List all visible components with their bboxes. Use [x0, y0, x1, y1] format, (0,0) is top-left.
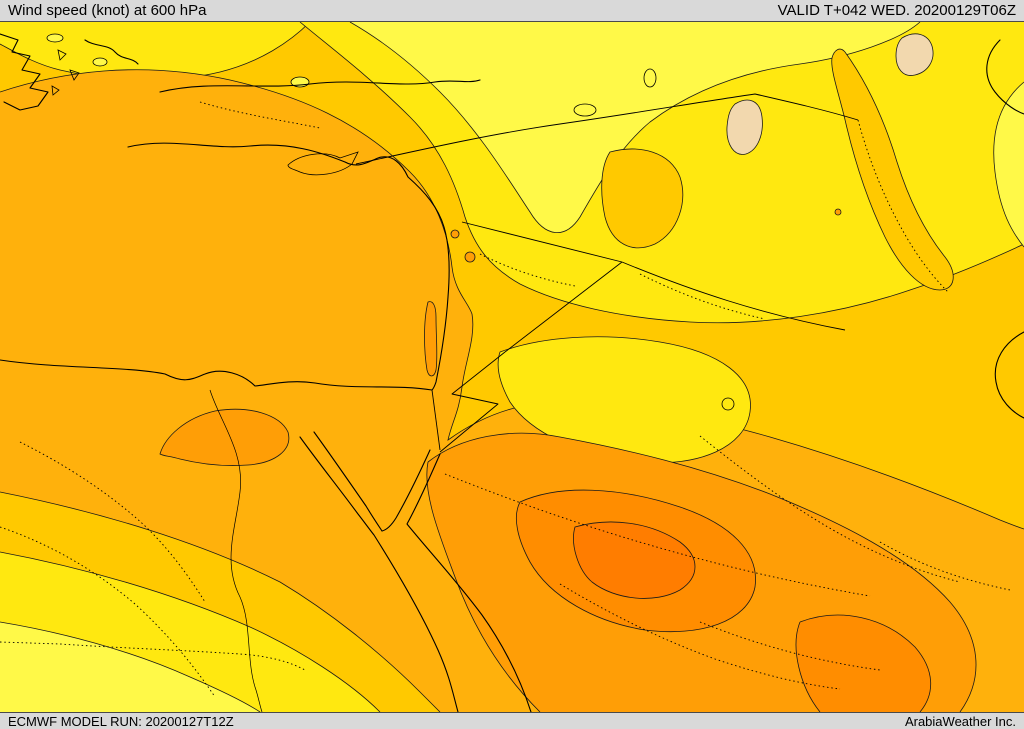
contour-dot-zagros	[834, 208, 842, 216]
contour-dot-levant-2	[464, 251, 476, 263]
contour-fills	[0, 22, 1024, 712]
coastline-bosphorus	[84, 39, 139, 65]
island-cyprus	[287, 151, 359, 176]
lake-1	[46, 33, 64, 43]
contour-line-orange-main	[0, 69, 1024, 530]
coastline-redsea-arabian	[406, 453, 532, 712]
island-aegean-3	[51, 85, 60, 96]
lake-2	[92, 57, 108, 67]
page-title: Wind speed (knot) at 600 hPa	[8, 2, 207, 19]
coastline-sinai-west	[313, 431, 383, 532]
border-iraq-saudi-east	[621, 261, 846, 331]
coastline-aegean	[0, 33, 49, 111]
contour-line-bright-top	[349, 22, 921, 234]
dotted-border-turkey	[199, 101, 321, 129]
coastline-blacksea	[159, 79, 481, 93]
lake-van	[573, 103, 597, 117]
coastline-redsea-african	[299, 436, 459, 712]
dotted-border-egypt-sudan	[0, 641, 306, 671]
coastlines	[0, 33, 1024, 712]
contour-fill-yellow-topleft	[0, 22, 310, 81]
dotted-border-saudi-2	[699, 435, 961, 583]
contour-line-bright-right	[993, 81, 1024, 248]
contour-fill-gold-blob	[601, 148, 684, 249]
valid-time-label: VALID T+042 WED. 20200129T06Z	[777, 2, 1016, 19]
contour-line-deep-orange-saudi	[426, 432, 977, 712]
model-run-label: ECMWF MODEL RUN: 20200127T12Z	[8, 713, 234, 729]
weather-map-canvas	[0, 22, 1024, 712]
contour-fill-deeper-orange-lobe	[796, 615, 931, 712]
contour-line-gold-southwest	[0, 491, 441, 712]
contour-fill-deepest-orange-core	[573, 521, 696, 599]
border-egypt-israel	[431, 389, 441, 451]
contour-line-bright-southwest	[0, 621, 261, 712]
island-aegean-1	[57, 49, 67, 61]
border-turkey-syria-iraq	[355, 93, 859, 165]
coastline-persian-gulf	[994, 331, 1024, 419]
header-bar: Wind speed (knot) at 600 hPa VALID T+042…	[0, 0, 1024, 22]
contour-fill-beige-patch-1	[726, 99, 763, 155]
contour-fill-bright-top	[350, 22, 920, 233]
dotted-border-saudi-3	[559, 583, 841, 690]
coastline-caspian	[986, 39, 1024, 115]
admin-borders-dotted	[0, 101, 1011, 698]
lake-urmia	[643, 68, 657, 88]
contour-fill-yellow-tongue	[497, 336, 751, 464]
contour-ring-nsaudi	[721, 397, 735, 411]
dotted-border-saudi-5	[699, 621, 881, 671]
contour-line-deeper-orange-lobe	[795, 614, 932, 712]
dotted-border-egypt-2	[0, 526, 216, 698]
dotted-border-egypt-1	[19, 441, 206, 603]
coastline-mediterranean-levant	[127, 142, 450, 391]
border-iraq-saudi-west	[504, 261, 623, 353]
weather-map-container	[0, 22, 1024, 712]
contour-line-yellow-southwest	[0, 551, 381, 712]
contour-fill-gold-crescent	[831, 48, 954, 291]
contour-dot-levant-1	[450, 229, 460, 239]
island-aegean-2	[69, 69, 80, 81]
contour-fill-jordan-valley	[424, 301, 438, 377]
river-nile	[209, 389, 263, 712]
lakes	[46, 33, 657, 117]
coastline-egypt	[0, 359, 433, 391]
brand-label: ArabiaWeather Inc.	[904, 713, 1016, 729]
contour-fill-beige-patch-2	[895, 33, 934, 76]
contour-line-yellow-northeast	[299, 22, 1024, 324]
contour-fill-bright-right	[993, 82, 1024, 247]
contour-fill-deep-orange-egypt	[159, 408, 290, 466]
border-syria-iraq	[461, 221, 623, 263]
coastline-sinai-east	[381, 449, 431, 532]
country-borders	[355, 93, 859, 453]
border-jordan-saudi	[439, 351, 506, 453]
footer-bar: ECMWF MODEL RUN: 20200127T12Z ArabiaWeat…	[0, 712, 1024, 729]
